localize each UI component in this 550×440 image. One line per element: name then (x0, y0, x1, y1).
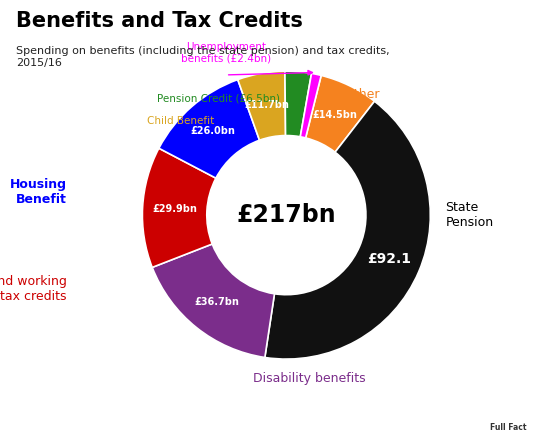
Text: £29.9bn: £29.9bn (152, 204, 197, 214)
Text: £217bn: £217bn (236, 203, 336, 227)
Text: Child Benefit: Child Benefit (147, 116, 214, 126)
Text: Benefit expenditure and caseload tables 2015: Benefit expenditure and caseload tables … (10, 424, 236, 434)
Text: Full Fact: Full Fact (490, 423, 526, 432)
Wedge shape (152, 244, 274, 357)
Text: £14.5bn: £14.5bn (313, 110, 358, 120)
Text: £11.7bn: £11.7bn (244, 100, 289, 110)
Text: Child and working
tax credits: Child and working tax credits (0, 275, 67, 303)
Wedge shape (300, 73, 321, 138)
Text: £92.1: £92.1 (367, 252, 411, 266)
Polygon shape (478, 392, 542, 437)
Text: Spending on benefits (including the state pension) and tax credits,
2015/16: Spending on benefits (including the stat… (16, 46, 390, 68)
Wedge shape (238, 71, 285, 140)
Text: Benefits and Tax Credits: Benefits and Tax Credits (16, 11, 304, 31)
Wedge shape (265, 101, 430, 359)
Text: Disability benefits: Disability benefits (253, 372, 365, 385)
Wedge shape (159, 80, 260, 178)
Text: Other: Other (344, 88, 380, 102)
Wedge shape (306, 75, 375, 152)
Text: Unemployment
benefits (£2.4bn): Unemployment benefits (£2.4bn) (181, 42, 271, 63)
Text: £26.0bn: £26.0bn (190, 126, 235, 136)
Text: Pension Credit (£6.5bn): Pension Credit (£6.5bn) (157, 93, 279, 103)
Text: £36.7bn: £36.7bn (194, 297, 239, 308)
Text: State
Pension: State Pension (446, 201, 494, 229)
Wedge shape (142, 148, 216, 268)
Text: Institute for Fiscal Studies Benefit and Tax Credits election briefing,: Institute for Fiscal Studies Benefit and… (58, 403, 386, 414)
Text: Source:: Source: (10, 403, 52, 414)
Wedge shape (285, 71, 311, 137)
Text: Housing
Benefit: Housing Benefit (9, 178, 67, 206)
